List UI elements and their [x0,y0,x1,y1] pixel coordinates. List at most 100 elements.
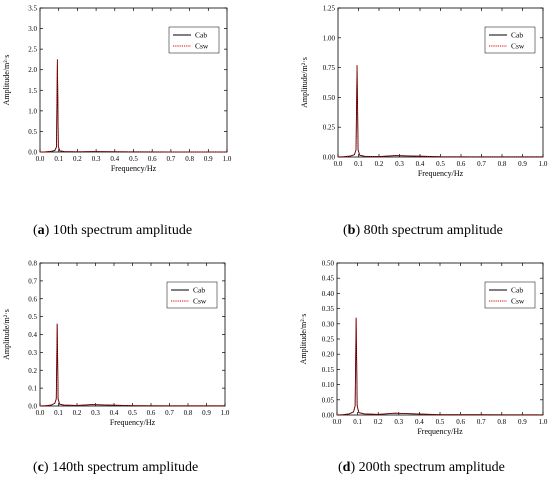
y-axis-label: Amplitude/m²·s [299,314,308,365]
x-tick-label: 0.0 [36,409,45,417]
x-tick-label: 0.6 [147,409,156,417]
chart-svg-b: 0.0 0.1 0.2 0.3 0.4 0.5 0.6 0.7 0.8 0.9 1.0 0.00 0.2… [300,5,548,179]
y-tick-label: 0.00 [322,412,335,420]
x-tick-label: 0.4 [110,409,119,417]
legend-box [484,281,536,309]
series-cab-line [337,65,543,158]
y-tick-label: 3.0 [28,25,37,33]
legend-label-cab: Cab [511,31,523,40]
y-tick-label: 1.00 [323,34,336,42]
legend-box [166,281,218,309]
x-tick-label: 0.4 [110,155,119,163]
y-tick-label: 0.5 [28,128,37,136]
series-cab-line [39,323,225,407]
caption-text-c: 140th spectrum amplitude [52,460,199,475]
x-tick-label: 0.0 [334,160,343,168]
series-csw-line [336,317,544,416]
x-tick-label: 0.8 [497,418,506,426]
x-tick-label: 0.1 [54,409,63,417]
y-tick-label: 0.75 [323,64,336,72]
chart-caption-d: (d) 200th spectrum amplitude [338,460,505,475]
caption-text-b: 80th spectrum amplitude [363,223,503,238]
y-tick-label: 0.3 [28,349,37,357]
x-tick-label: 0.7 [167,155,176,163]
x-tick-label: 0.0 [333,418,342,426]
y-tick-label: 0.25 [323,124,336,132]
x-tick-label: 0.7 [477,418,486,426]
x-tick-label: 0.2 [375,160,384,168]
x-axis-label: Frequency/Hz [111,164,157,173]
x-tick-label: 0.6 [148,155,157,163]
chart-svg-c: 0.0 0.1 0.2 0.3 0.4 0.5 0.6 0.7 0.8 0.9 1.0 0.0 0.1 0… [2,260,230,428]
y-tick-label: 0.45 [322,275,335,283]
y-tick-label: 0.10 [322,381,335,389]
y-tick-label: 0.2 [28,367,37,375]
y-tick-label: 1.5 [28,87,37,95]
y-tick-label: 0.15 [322,366,335,374]
y-tick-label: 0.25 [322,336,335,344]
y-tick-label: 0.20 [322,351,335,359]
x-tick-label: 0.1 [54,155,63,163]
legend-box [168,26,220,54]
x-tick-label: 0.5 [129,155,138,163]
chart-panel-a: 0.0 0.1 0.2 0.3 0.4 0.5 0.6 0.7 0.8 0.9 1.0 0.0 0.5 1… [0,0,275,240]
series-cab-line [336,317,544,416]
x-tick-label: 0.0 [36,155,45,163]
y-tick-label: 0.35 [322,305,335,313]
x-tick-label: 0.6 [457,160,466,168]
legend-label-csw: Csw [511,297,525,306]
x-tick-label: 0.8 [498,160,507,168]
series-csw-line [337,65,543,158]
y-tick-label: 0.30 [322,320,335,328]
x-tick-label: 0.5 [128,409,137,417]
chart-panel-d: 0.0 0.1 0.2 0.3 0.4 0.5 0.6 0.7 0.8 0.9 1.0 0.00 0.0… [275,250,550,481]
x-axis-label: Frequency/Hz [417,427,463,436]
series-csw-line [39,59,228,153]
y-tick-label: 0.00 [323,154,336,162]
x-tick-label: 1.0 [223,155,232,163]
x-tick-label: 0.7 [477,160,486,168]
y-axis-label: Amplitude/m²·s [300,57,309,108]
caption-text-a: 10th spectrum amplitude [52,223,193,238]
y-tick-label: 0.6 [28,295,37,303]
y-tick-label: 0.5 [28,313,37,321]
chart-panel-b: 0.0 0.1 0.2 0.3 0.4 0.5 0.6 0.7 0.8 0.9 1.0 0.00 0.2… [275,0,550,240]
y-axis-label: Amplitude/m²·s [2,55,11,106]
chart-panel-c: 0.0 0.1 0.2 0.3 0.4 0.5 0.6 0.7 0.8 0.9 1.0 0.0 0.1 0… [0,250,275,481]
chart-svg-d: 0.0 0.1 0.2 0.3 0.4 0.5 0.6 0.7 0.8 0.9 1.0 0.00 0.0… [299,260,548,437]
x-tick-label: 0.3 [395,160,404,168]
x-tick-label: 0.5 [436,418,445,426]
y-tick-label: 0.7 [28,277,37,285]
caption-label-d: d [342,460,351,475]
x-tick-label: 0.9 [518,160,527,168]
y-tick-label: 3.5 [28,5,37,13]
caption-label-c: c [37,460,44,475]
y-tick-label: 0.40 [322,290,335,298]
x-tick-label: 0.7 [165,409,174,417]
y-tick-label: 2.5 [28,46,37,54]
x-tick-label: 0.2 [374,418,383,426]
x-tick-label: 0.5 [436,160,445,168]
x-tick-label: 0.1 [353,418,362,426]
x-tick-label: 0.6 [456,418,465,426]
y-tick-label: 2.0 [28,66,37,74]
y-tick-label: 1.25 [323,5,336,13]
x-tick-label: 1.0 [539,418,548,426]
x-tick-label: 0.8 [185,155,194,163]
legend-label-cab: Cab [195,31,207,40]
chart-caption-c: (c) 140th spectrum amplitude [33,460,199,475]
y-tick-label: 1.0 [28,107,37,115]
x-tick-label: 0.8 [184,409,193,417]
chart-caption-a: (a) 10th spectrum amplitude [33,223,193,238]
chart-caption-b: (b) 80th spectrum amplitude [343,223,503,238]
x-tick-label: 0.1 [354,160,363,168]
x-tick-label: 0.9 [518,418,527,426]
x-tick-label: 0.2 [73,409,82,417]
y-tick-label: 0.0 [28,403,37,411]
x-tick-label: 0.9 [202,409,211,417]
x-tick-label: 1.0 [221,409,230,417]
y-axis-label: Amplitude/m²·s [2,309,11,360]
y-tick-label: 0.50 [322,260,335,268]
caption-label-b: b [347,223,356,238]
x-tick-label: 0.2 [73,155,82,163]
